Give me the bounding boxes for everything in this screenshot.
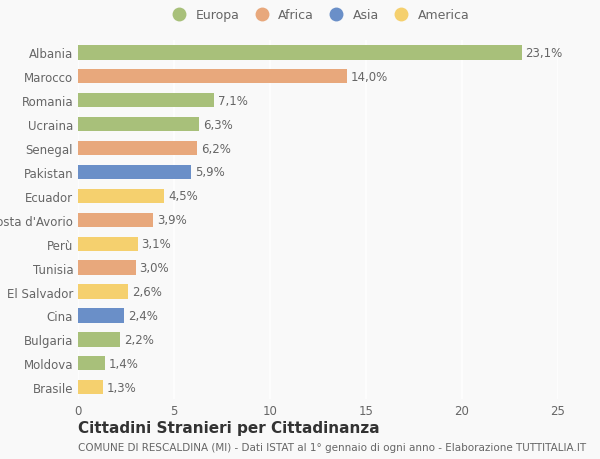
- Bar: [78, 380, 103, 395]
- Text: 3,9%: 3,9%: [157, 214, 187, 227]
- Bar: [78, 141, 197, 156]
- Text: Cittadini Stranieri per Cittadinanza: Cittadini Stranieri per Cittadinanza: [78, 420, 380, 435]
- Text: 3,0%: 3,0%: [139, 262, 169, 274]
- Text: 3,1%: 3,1%: [142, 238, 171, 251]
- Text: 2,2%: 2,2%: [124, 333, 154, 346]
- Legend: Europa, Africa, Asia, America: Europa, Africa, Asia, America: [164, 6, 472, 24]
- Text: 1,3%: 1,3%: [107, 381, 137, 394]
- Text: 14,0%: 14,0%: [350, 71, 388, 84]
- Bar: [78, 118, 199, 132]
- Bar: [78, 46, 521, 61]
- Bar: [78, 213, 153, 228]
- Text: 4,5%: 4,5%: [168, 190, 198, 203]
- Bar: [78, 237, 137, 252]
- Bar: [78, 165, 191, 180]
- Bar: [78, 356, 105, 371]
- Text: 6,3%: 6,3%: [203, 118, 233, 131]
- Text: 7,1%: 7,1%: [218, 95, 248, 107]
- Text: COMUNE DI RESCALDINA (MI) - Dati ISTAT al 1° gennaio di ogni anno - Elaborazione: COMUNE DI RESCALDINA (MI) - Dati ISTAT a…: [78, 442, 586, 452]
- Text: 1,4%: 1,4%: [109, 357, 139, 370]
- Text: 23,1%: 23,1%: [526, 47, 563, 60]
- Bar: [78, 94, 214, 108]
- Bar: [78, 285, 128, 299]
- Text: 6,2%: 6,2%: [201, 142, 231, 155]
- Bar: [78, 261, 136, 275]
- Bar: [78, 332, 120, 347]
- Text: 2,6%: 2,6%: [132, 285, 161, 298]
- Bar: [78, 70, 347, 84]
- Bar: [78, 308, 124, 323]
- Text: 2,4%: 2,4%: [128, 309, 158, 322]
- Text: 5,9%: 5,9%: [195, 166, 225, 179]
- Bar: [78, 189, 164, 204]
